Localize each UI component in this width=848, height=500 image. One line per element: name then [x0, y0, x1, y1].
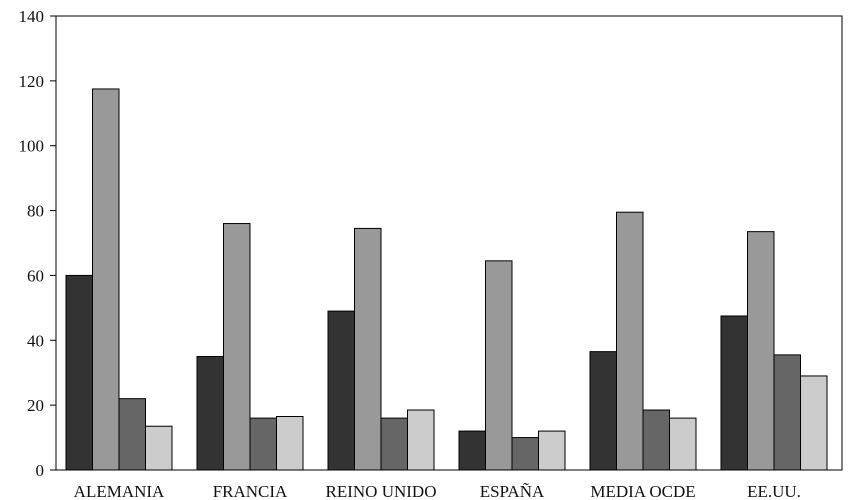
y-tick-label: 0 [36, 461, 45, 480]
bar [458, 430, 486, 471]
bar [380, 417, 408, 471]
bar [773, 354, 801, 471]
bar [485, 260, 513, 471]
bar [65, 274, 93, 471]
y-tick-label: 80 [27, 202, 44, 221]
bar [642, 409, 670, 471]
y-tick-label: 40 [27, 331, 44, 350]
bar [511, 437, 539, 471]
bar [223, 223, 251, 471]
bar [327, 310, 355, 471]
bar [276, 415, 304, 471]
bar [145, 425, 173, 471]
plot-border [55, 15, 843, 471]
x-axis: ALEMANIA FRANCIA REINO UNIDO ESPAÑA MEDIA OC… [74, 482, 801, 500]
y-tick-label: 100 [19, 137, 45, 156]
bar [538, 430, 566, 471]
y-tick-label: 120 [19, 72, 45, 91]
bar [249, 417, 277, 471]
y-tick-label: 20 [27, 396, 44, 415]
bar [589, 351, 617, 471]
x-tick-label: ALEMANIA [74, 482, 165, 500]
bar [92, 88, 120, 471]
y-tick-label: 60 [27, 266, 44, 285]
bar [616, 211, 644, 471]
x-tick-label: MEDIA OCDE [590, 482, 695, 500]
bar [196, 356, 224, 471]
bar [800, 375, 828, 471]
plot-frame [55, 15, 843, 471]
y-axis: 0 20 40 60 80 100 120 140 [19, 7, 56, 480]
bar [118, 398, 146, 471]
x-tick-label: REINO UNIDO [326, 482, 437, 500]
bar [407, 409, 435, 471]
x-tick-label: FRANCIA [213, 482, 288, 500]
bar [669, 417, 697, 471]
bar [747, 231, 775, 471]
y-tick-label: 140 [19, 7, 45, 26]
bar [354, 227, 382, 471]
x-tick-label: EE.UU. [747, 482, 801, 500]
bars [65, 88, 828, 471]
bar [720, 315, 748, 471]
x-tick-label: ESPAÑA [480, 482, 545, 500]
